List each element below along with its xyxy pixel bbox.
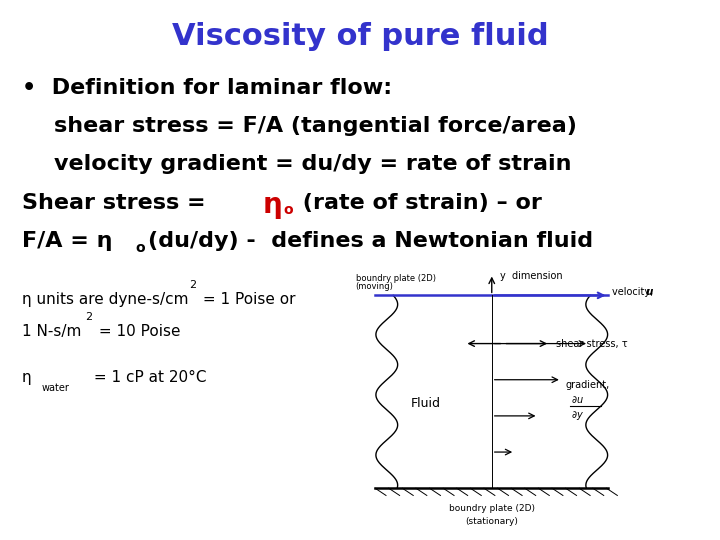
Text: Viscosity of pure fluid: Viscosity of pure fluid [171, 22, 549, 51]
Text: shear stress, τ: shear stress, τ [556, 339, 628, 349]
Text: η: η [22, 370, 31, 385]
Text: o: o [283, 202, 292, 217]
Text: $\partial y$: $\partial y$ [572, 409, 585, 422]
Text: water: water [42, 383, 70, 394]
Text: shear stress = F/A (tangential force/area): shear stress = F/A (tangential force/are… [54, 116, 577, 136]
Text: o: o [135, 241, 145, 255]
Text: u: u [645, 287, 653, 297]
Text: η units are dyne-s/cm: η units are dyne-s/cm [22, 292, 188, 307]
Text: (du/dy) -  defines a Newtonian fluid: (du/dy) - defines a Newtonian fluid [148, 231, 593, 251]
Text: boundry plate (2D): boundry plate (2D) [356, 274, 436, 284]
Text: 2: 2 [85, 312, 92, 322]
Text: y  dimension: y dimension [500, 271, 562, 281]
Text: = 1 cP at 20°C: = 1 cP at 20°C [89, 370, 206, 385]
Text: = 10 Poise: = 10 Poise [94, 324, 180, 339]
Text: Shear stress =: Shear stress = [22, 193, 213, 213]
Text: = 1 Poise or: = 1 Poise or [198, 292, 295, 307]
Text: (stationary): (stationary) [465, 517, 518, 526]
Text: 2: 2 [189, 280, 196, 290]
Text: boundry plate (2D): boundry plate (2D) [449, 504, 535, 513]
Text: gradient,: gradient, [566, 380, 610, 389]
Text: velocity,: velocity, [612, 287, 657, 297]
Text: $\partial u$: $\partial u$ [572, 394, 584, 404]
Text: (rate of strain) – or: (rate of strain) – or [295, 193, 542, 213]
Text: velocity gradient = du/dy = rate of strain: velocity gradient = du/dy = rate of stra… [54, 154, 572, 174]
Text: 1 N-s/m: 1 N-s/m [22, 324, 81, 339]
Text: η: η [263, 191, 282, 219]
Text: •  Definition for laminar flow:: • Definition for laminar flow: [22, 78, 392, 98]
Text: F/A = η: F/A = η [22, 231, 112, 251]
Text: (moving): (moving) [356, 281, 394, 291]
Text: Fluid: Fluid [410, 397, 441, 410]
